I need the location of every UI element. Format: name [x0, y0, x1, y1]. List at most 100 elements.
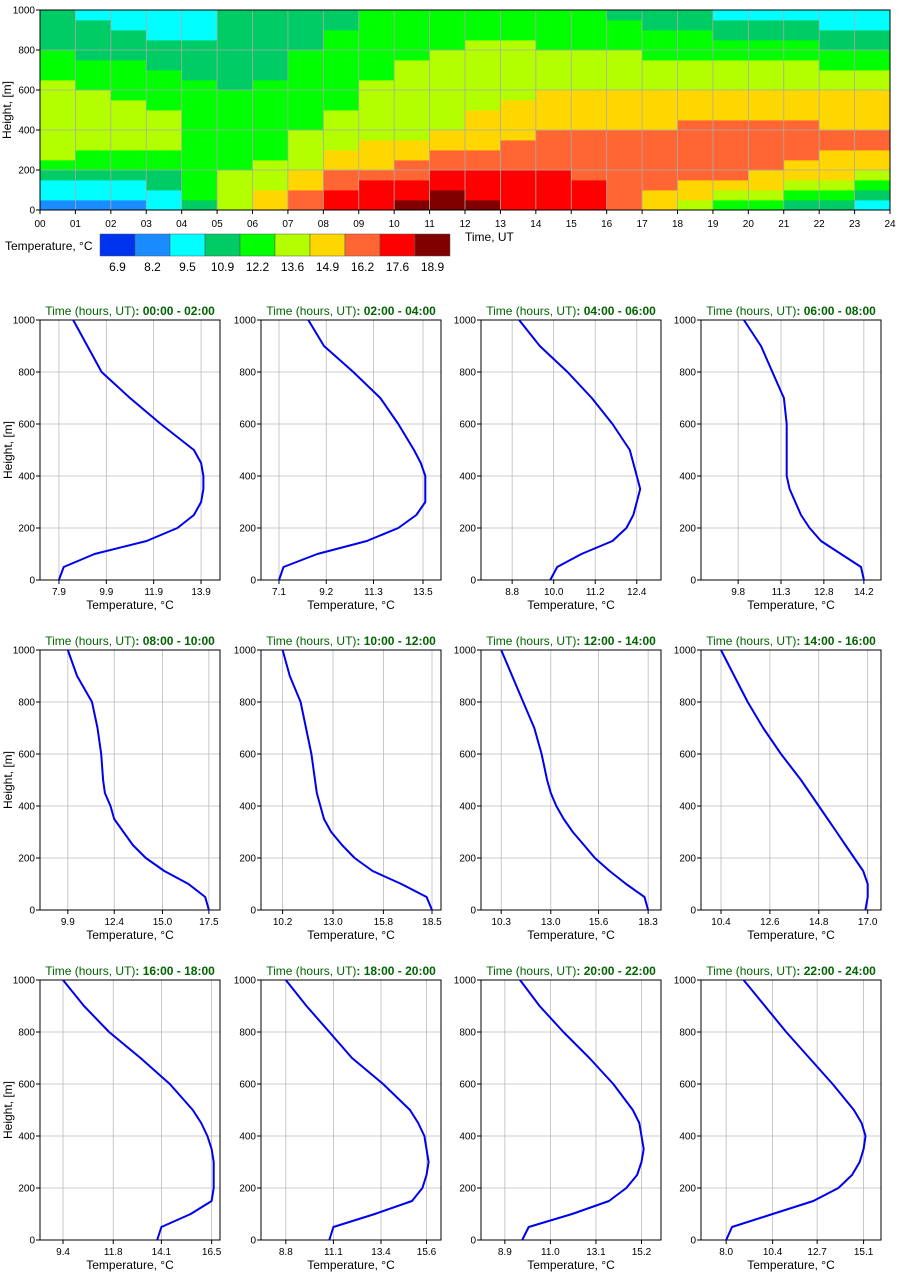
heatmap-cell [394, 30, 430, 41]
heatmap-cell [429, 70, 466, 81]
heatmap-cell [110, 150, 147, 161]
heatmap-x-tick-label: 00 [34, 219, 46, 230]
profile-title-range: : 02:00 - 04:00 [356, 304, 436, 318]
heatmap-cell [535, 60, 572, 71]
heatmap-cell [287, 190, 324, 201]
profile-frame [260, 319, 442, 581]
heatmap-cell [252, 160, 289, 171]
heatmap-cell [854, 80, 891, 91]
heatmap-cell [606, 20, 643, 31]
heatmap-cell [606, 150, 643, 161]
heatmap-cell [394, 140, 430, 151]
heatmap-cell [394, 200, 430, 211]
profile-frame [260, 979, 442, 1241]
profile-panel: 10.3 13.0 15.6 18.3 0 200 400 600 800 1000 Time (h… [454, 634, 662, 942]
profile-y-tick-label: 800 [239, 1028, 256, 1039]
profile-title-prefix: Time (hours, UT) [266, 304, 356, 318]
heatmap-cell [394, 170, 430, 181]
heatmap-cell [394, 130, 430, 141]
temperature-profile-line [281, 649, 433, 911]
heatmap-cell [783, 170, 820, 181]
heatmap-cell [75, 160, 112, 171]
heatmap-cell [783, 150, 820, 161]
heatmap-cell [606, 180, 643, 191]
heatmap-x-tick-label: 16 [601, 219, 613, 230]
heatmap-cell [146, 190, 183, 201]
profile-title-prefix: Time (hours, UT) [266, 634, 356, 648]
heatmap-cell [783, 90, 820, 101]
profile-x-tick-label: 12.4 [627, 587, 647, 598]
heatmap-cell [252, 140, 289, 151]
heatmap-cell [571, 100, 608, 111]
heatmap-cell [75, 40, 112, 51]
heatmap-cell [465, 20, 501, 31]
profile-x-tick-label: 11.3 [364, 587, 383, 598]
profile-title: Time (hours, UT): 10:00 - 12:00 [266, 634, 436, 648]
profile-x-tick-label: 9.8 [731, 587, 745, 598]
heatmap-cell [287, 150, 324, 161]
profile-panel: 7.9 9.9 11.9 13.9 0 200 400 600 800 1000 Time (hou… [1, 304, 221, 612]
heatmap-cell [854, 200, 891, 211]
heatmap-cell [40, 40, 76, 51]
heatmap-cell [287, 70, 324, 81]
heatmap-cell [606, 90, 643, 101]
temperature-profile-line [519, 979, 645, 1241]
heatmap-cell [323, 60, 360, 71]
heatmap-cell [571, 60, 608, 71]
heatmap-cell [500, 100, 537, 111]
heatmap-y-tick-label: 1000 [13, 6, 36, 17]
heatmap-cell [465, 70, 501, 81]
profile-x-tick-label: 13.1 [586, 1247, 606, 1258]
heatmap-cell [535, 110, 572, 121]
heatmap-cell [748, 150, 785, 161]
heatmap-cell [677, 50, 714, 61]
profile-x-tick-label: 13.0 [323, 917, 343, 928]
profile-x-tick-label: 12.7 [807, 1247, 827, 1258]
profile-x-axis-label: Temperature, °C [527, 928, 615, 942]
heatmap-cell [217, 70, 253, 81]
heatmap-cell [146, 140, 183, 151]
heatmap-cell [500, 60, 537, 71]
heatmap-x-tick-label: 01 [70, 219, 82, 230]
profile-title-prefix: Time (hours, UT) [45, 634, 135, 648]
heatmap-cell [465, 100, 501, 111]
profile-y-tick-label: 1000 [13, 316, 36, 327]
heatmap-cell [854, 40, 891, 51]
heatmap-cell [677, 200, 714, 211]
heatmap-cell [748, 170, 785, 181]
profile-panel: 9.4 11.8 14.1 16.5 0 200 400 600 800 1000 Time (ho… [1, 964, 222, 1272]
heatmap-cell [40, 60, 76, 71]
profile-y-tick-label: 200 [18, 854, 35, 865]
profile-x-tick-label: 15.0 [153, 917, 173, 928]
heatmap-cell [606, 100, 643, 111]
heatmap-cell [146, 10, 183, 21]
heatmap-cell [819, 90, 855, 101]
heatmap-cell [40, 30, 76, 41]
heatmap-cell [712, 80, 749, 91]
profile-title-prefix: Time (hours, UT) [45, 964, 135, 978]
profile-x-axis-label: Temperature, °C [307, 598, 395, 612]
heatmap-x-tick-label: 17 [637, 219, 649, 230]
heatmap-cell [465, 80, 501, 91]
profile-x-axis-label: Temperature, °C [86, 598, 174, 612]
heatmap-cell [287, 200, 324, 211]
heatmap-cell [854, 190, 891, 201]
heatmap-cell [748, 200, 785, 211]
heatmap-cell [748, 10, 785, 21]
heatmap-cell [783, 40, 820, 51]
heatmap-cell [854, 180, 891, 191]
profile-y-tick-label: 200 [679, 524, 696, 535]
profile-y-tick-label: 200 [239, 854, 256, 865]
heatmap-cell [748, 120, 785, 131]
heatmap-cell [429, 20, 466, 31]
heatmap-cell [217, 150, 253, 161]
profile-panel: 8.8 10.0 11.2 12.4 0 200 400 600 800 1000 Time (ho… [454, 304, 662, 612]
heatmap-cell [323, 10, 360, 21]
profile-x-tick-label: 8.8 [505, 587, 519, 598]
profile-y-tick-label: 200 [18, 524, 35, 535]
heatmap-cell [712, 90, 749, 101]
heatmap-cell [854, 70, 891, 81]
heatmap-cell [146, 90, 183, 101]
heatmap-cell [748, 190, 785, 201]
heatmap-cell [252, 30, 289, 41]
